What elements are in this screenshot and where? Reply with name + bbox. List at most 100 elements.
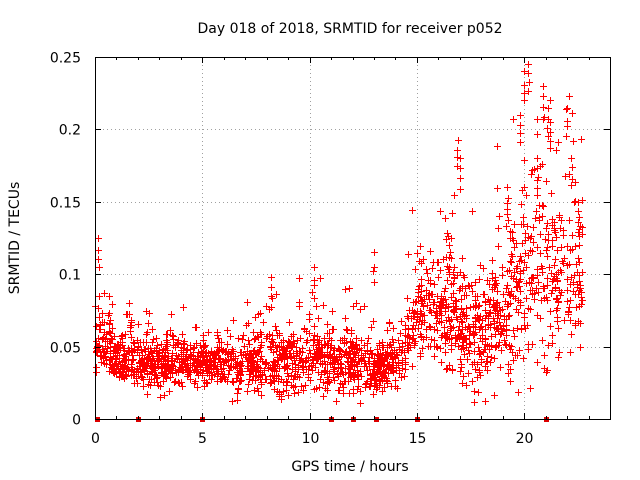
data-point [169, 350, 176, 357]
data-point [529, 274, 536, 281]
data-point [160, 378, 167, 385]
data-point [234, 397, 241, 404]
data-point [506, 312, 513, 319]
data-point [534, 244, 541, 251]
data-point [406, 307, 413, 314]
data-point [256, 348, 263, 355]
data-point [563, 106, 570, 113]
data-point [521, 82, 528, 89]
data-point [330, 374, 337, 381]
data-point [567, 297, 574, 304]
data-point [401, 373, 408, 380]
data-point [560, 260, 567, 267]
data-point [276, 343, 283, 350]
data-point [358, 356, 365, 363]
data-point [316, 384, 323, 391]
data-point [470, 330, 477, 337]
data-point [307, 350, 314, 357]
data-point [426, 323, 433, 330]
data-point [286, 339, 293, 346]
data-point [200, 337, 207, 344]
data-point [296, 357, 303, 364]
data-point [522, 230, 529, 237]
data-point [166, 388, 173, 395]
data-point [311, 295, 318, 302]
data-point [431, 299, 438, 306]
data-point [322, 385, 329, 392]
data-point [375, 358, 382, 365]
data-point [477, 262, 484, 269]
data-point [420, 256, 427, 263]
data-point [412, 325, 419, 332]
data-point [433, 312, 440, 319]
data-point [367, 371, 374, 378]
data-point [484, 367, 491, 374]
data-point [540, 104, 547, 111]
data-point [306, 330, 313, 337]
data-point [569, 176, 576, 183]
data-point [452, 297, 459, 304]
data-point [216, 339, 223, 346]
data-point [415, 293, 422, 300]
data-point [471, 348, 478, 355]
data-point [384, 378, 391, 385]
data-point [179, 383, 186, 390]
data-point [554, 247, 561, 254]
x-tick-label: 20 [516, 431, 534, 447]
data-point [320, 393, 327, 400]
data-point [291, 390, 298, 397]
data-point [354, 367, 361, 374]
data-point [399, 357, 406, 364]
data-point [476, 302, 483, 309]
data-point [355, 376, 362, 383]
data-point [519, 240, 526, 247]
data-point [477, 324, 484, 331]
data-point [99, 346, 106, 353]
data-point [555, 325, 562, 332]
data-point [414, 316, 421, 323]
data-point [417, 243, 424, 250]
data-point [531, 290, 538, 297]
data-point [547, 129, 554, 136]
data-point [169, 370, 176, 377]
x-tick-label: 0 [91, 431, 100, 447]
data-point [527, 385, 534, 392]
data-point [457, 155, 464, 162]
data-point [437, 267, 444, 274]
data-point [534, 192, 541, 199]
data-point [485, 322, 492, 329]
data-point [191, 344, 198, 351]
data-point [439, 332, 446, 339]
data-point [356, 345, 363, 352]
data-point [544, 253, 551, 260]
data-point [408, 315, 415, 322]
data-point [521, 322, 528, 329]
data-point [363, 363, 370, 370]
data-point [568, 182, 575, 189]
data-point [429, 291, 436, 298]
data-point [405, 251, 412, 258]
data-point [304, 337, 311, 344]
data-point [214, 332, 221, 339]
data-point [384, 327, 391, 334]
data-point [111, 362, 118, 369]
data-point [429, 265, 436, 272]
data-point [447, 327, 454, 334]
data-point [386, 319, 393, 326]
data-point [404, 295, 411, 302]
data-point [553, 147, 560, 154]
data-point [523, 264, 530, 271]
data-point [545, 342, 552, 349]
data-point [298, 383, 305, 390]
data-point [380, 362, 387, 369]
data-point [486, 301, 493, 308]
data-point [114, 341, 121, 348]
data-point [227, 333, 234, 340]
data-point [438, 359, 445, 366]
data-point [544, 125, 551, 132]
data-point [93, 348, 100, 355]
data-point [140, 376, 147, 383]
data-point [443, 301, 450, 308]
data-point [531, 296, 538, 303]
data-point [505, 217, 512, 224]
